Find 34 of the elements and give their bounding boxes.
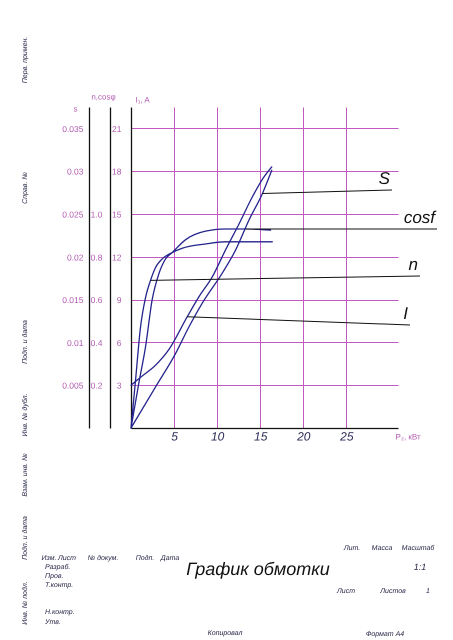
y3-tick-label: 0.02 — [66, 252, 84, 262]
y-axis-title: I₁, A — [136, 96, 150, 104]
x-tick-label: 10 — [210, 430, 225, 444]
y-tick-label: 9 — [116, 295, 122, 306]
y-tick-label: 3 — [116, 380, 122, 391]
text: I — [403, 304, 408, 323]
y3-tick-label: 0.015 — [62, 295, 84, 306]
y-tick-label: 21 — [112, 124, 122, 134]
text: 1:1 — [414, 562, 426, 572]
y3-tick-label: 0.01 — [66, 338, 84, 348]
y2-tick-label: 0.6 — [90, 295, 103, 306]
text: S — [378, 169, 391, 188]
x-tick-label: 5 — [171, 430, 178, 444]
y-tick-label: 18 — [112, 166, 122, 177]
y-tick-label: 15 — [112, 210, 122, 220]
x-tick-label: 15 — [254, 430, 268, 444]
y-tick-label: 6 — [116, 338, 122, 348]
text: cosf — [404, 208, 438, 227]
y2-tick-label: 0.4 — [90, 338, 103, 348]
y2-tick-label: 0.8 — [90, 252, 103, 262]
x-axis-title: P₂, кВт — [396, 432, 421, 442]
y3-tick-label: 0.025 — [62, 210, 84, 220]
y2-tick-label: 0.2 — [90, 380, 103, 391]
y-tick-label: 12 — [112, 252, 122, 262]
y2-tick-label: 1.0 — [90, 210, 103, 220]
text: График обмотки — [186, 559, 330, 579]
x-tick-label: 25 — [339, 430, 354, 444]
y3-tick-label: 0.035 — [62, 124, 84, 134]
y3-axis-title: s — [74, 104, 78, 114]
y3-tick-label: 0.005 — [62, 380, 84, 391]
text: n — [408, 255, 418, 274]
y2-axis-title: n,cosφ — [91, 92, 116, 102]
y3-tick-label: 0.03 — [66, 166, 84, 177]
x-tick-label: 20 — [296, 430, 311, 444]
